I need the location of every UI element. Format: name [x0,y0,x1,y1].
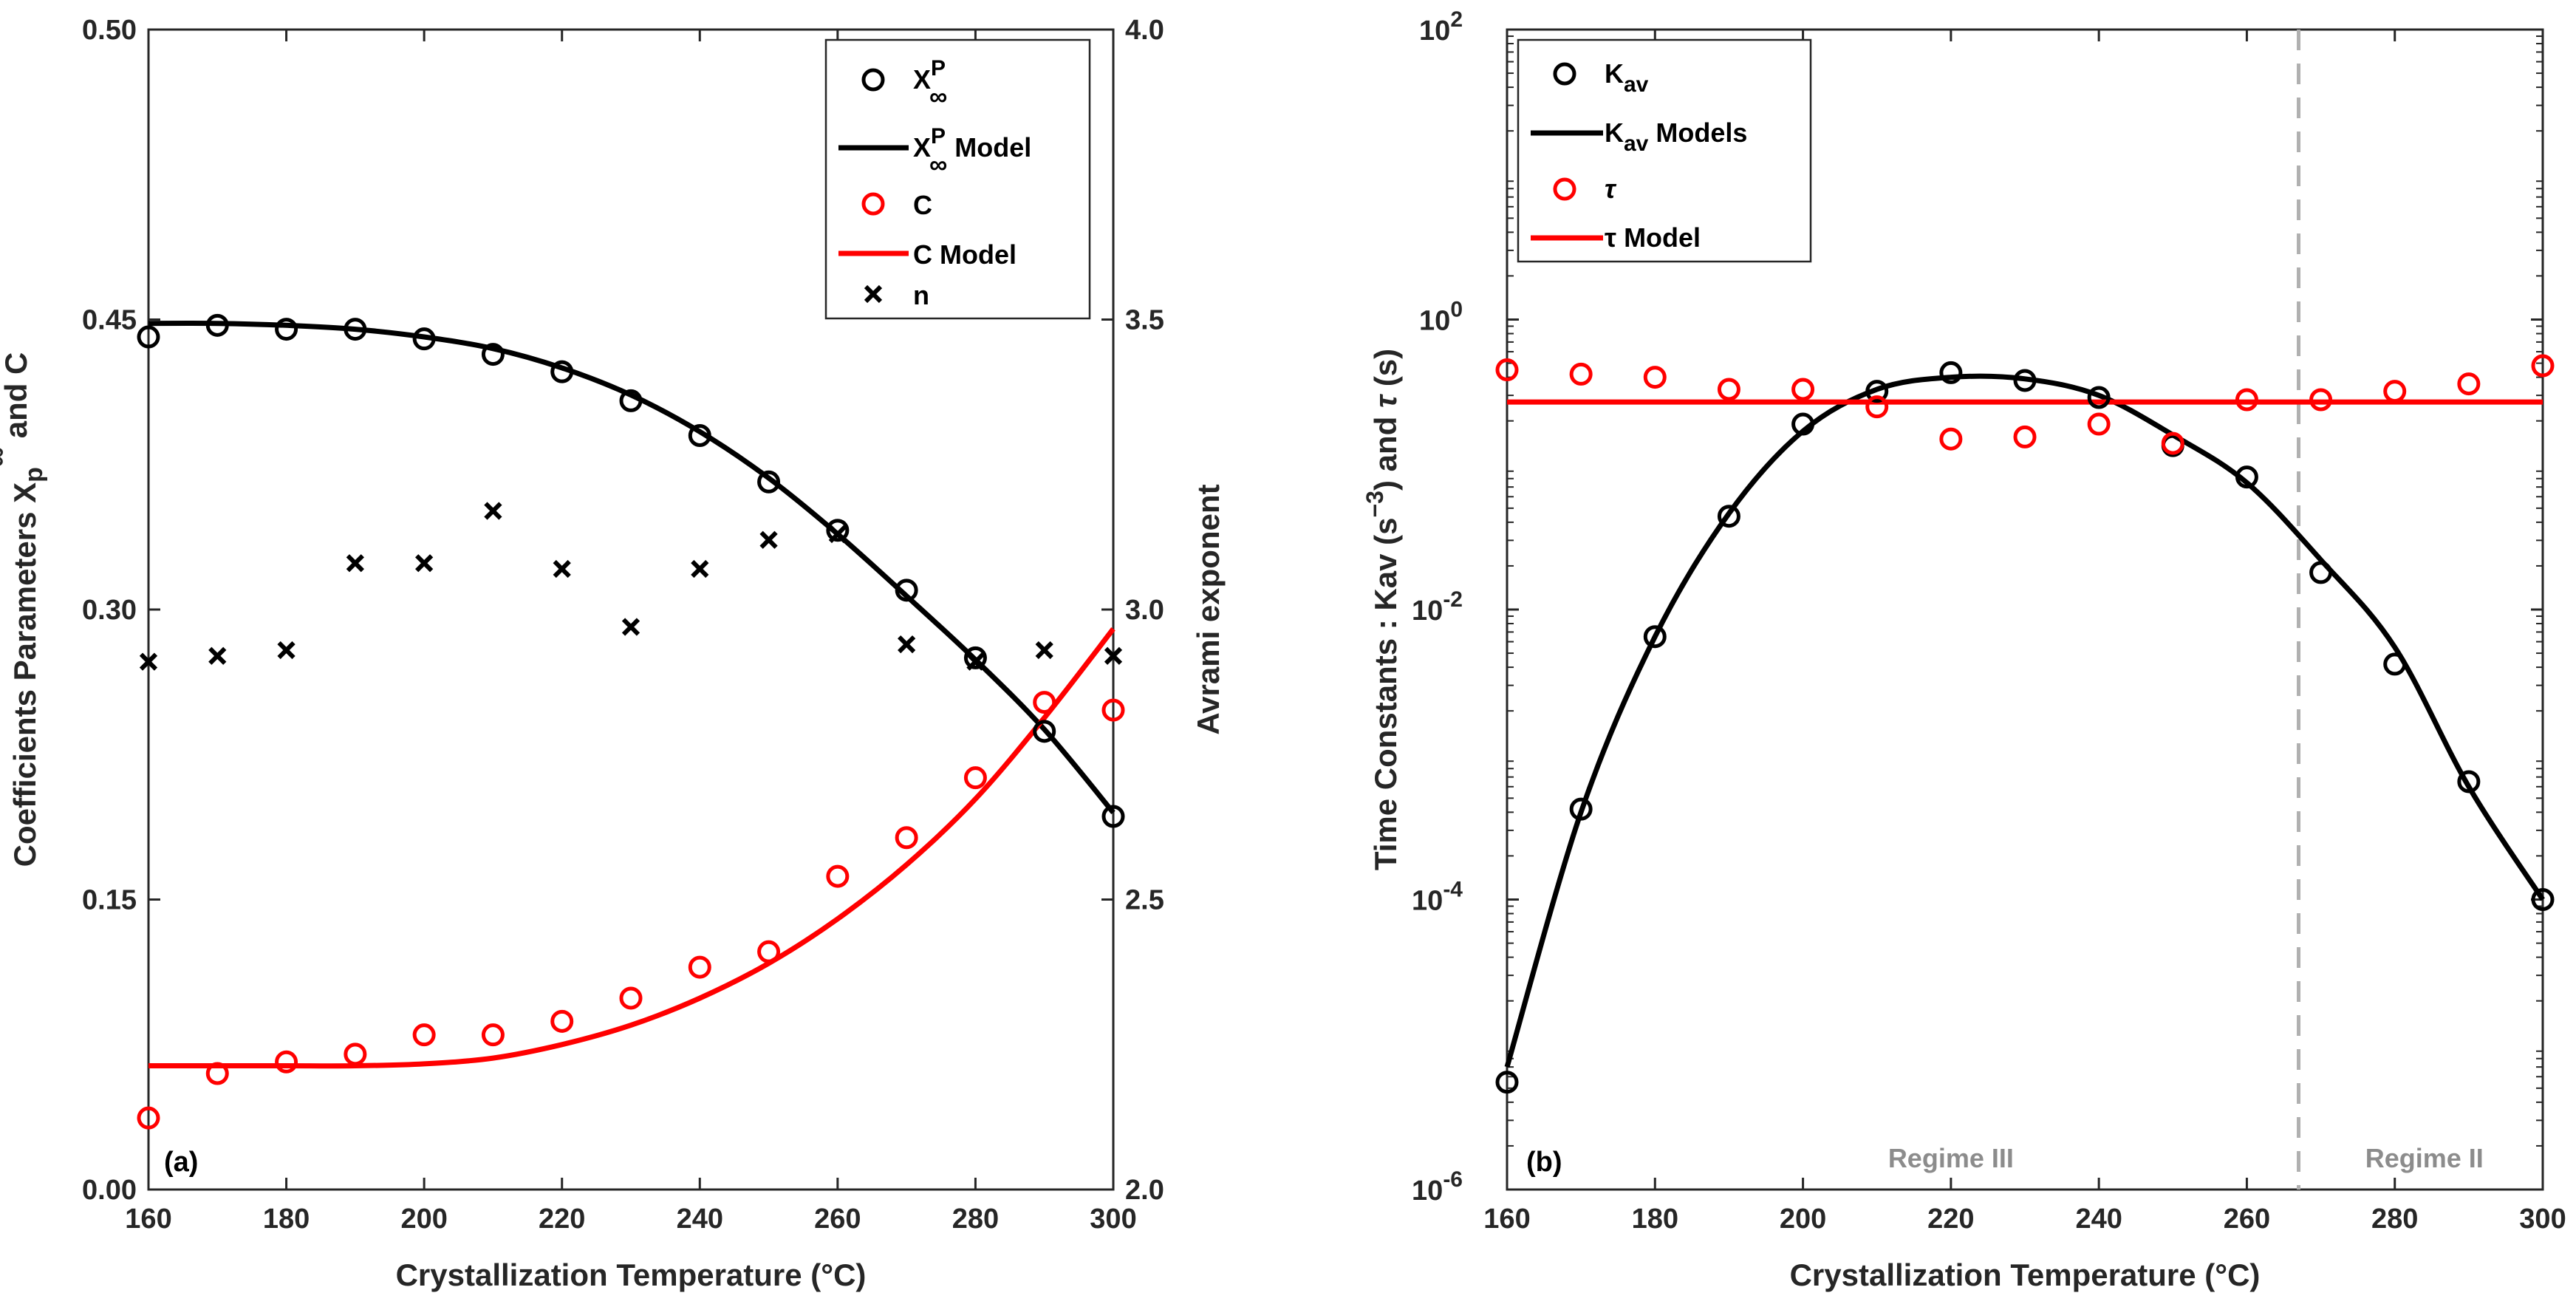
x-tick-label: 280 [2371,1204,2418,1235]
panel-a-legend: XP ∞ XP ∞ Model C C Model n [826,40,1090,318]
x-tick-label: 220 [539,1204,585,1235]
x-tick-label: 200 [1780,1204,1826,1235]
y-tick-label: 100 [1419,298,1463,337]
right-y-tick-label: 3.5 [1125,305,1164,336]
svg-text:Time Constants : Kav (s−3) and: Time Constants : Kav (s−3) and τ (s) [1362,349,1403,870]
panel-a-letter: (a) [164,1147,198,1178]
regime-ii-label: Regime II [2365,1143,2484,1173]
y-tick-label: 0.50 [82,15,137,46]
panel-a-y-axis-title: Coefficients Parameters Xp∞ and C [0,352,48,867]
x-tick-label: 280 [952,1204,999,1235]
legend-label-tau: τ [1605,174,1617,204]
x-tick-label: 160 [125,1204,171,1235]
y-tick-label: 0.15 [82,885,137,916]
panel-b: 160 180 200 220 240 260 280 300 102 100 10-2 10-4 10… [1362,7,2566,1292]
x-tick-label: 240 [2075,1204,2122,1235]
legend-label-n: n [913,280,929,310]
y-tick-label: 10-6 [1412,1167,1463,1207]
legend-label-tau-model: τ Model [1605,222,1701,253]
x-tick-label: 300 [1090,1204,1136,1235]
panel-b-x-axis-title: Crystallization Temperature (°C) [1790,1257,2261,1292]
y-tick-label: 0.45 [82,305,137,336]
regime-iii-label: Regime III [1888,1143,2014,1173]
y-tick-label: 102 [1419,7,1463,47]
right-y-tick-label: 4.0 [1125,15,1164,46]
x-tick-label: 160 [1483,1204,1530,1235]
legend-label-c: C [913,190,932,220]
y-tick-label: 0.00 [82,1175,137,1206]
x-tick-label: 180 [263,1204,310,1235]
panel-a: 160 180 200 220 240 260 280 300 0.00 0.15 0.30 0.45… [0,15,1226,1292]
legend-label-c-model: C Model [913,239,1017,270]
x-tick-label: 240 [677,1204,723,1235]
y-tick-label: 10-2 [1412,587,1463,627]
x-tick-label: 180 [1632,1204,1678,1235]
right-y-tick-label: 3.0 [1125,595,1164,626]
y-tick-label: 0.30 [82,595,137,626]
x-tick-label: 300 [2519,1204,2566,1235]
x-tick-label: 200 [400,1204,447,1235]
figure-canvas: 160 180 200 220 240 260 280 300 0.00 0.15 0.30 0.45… [0,0,2576,1307]
y-tick-label: 10-4 [1412,878,1463,917]
svg-text:Coefficients Parameters Xp∞ an: Coefficients Parameters Xp∞ and C [0,352,48,867]
x-tick-label: 220 [1927,1204,1974,1235]
x-tick-label: 260 [2224,1204,2270,1235]
panel-b-letter: (b) [1526,1147,1562,1178]
x-tick-label: 260 [814,1204,861,1235]
panel-b-y-axis-title: Time Constants : Kav (s−3) and τ (s) [1362,349,1403,870]
right-y-tick-label: 2.5 [1125,885,1164,916]
right-y-tick-label: 2.0 [1125,1175,1164,1206]
panel-a-x-axis-title: Crystallization Temperature (°C) [396,1257,867,1292]
panel-b-legend: Kav Kav Models τ τ Model [1518,40,1811,262]
panel-a-right-axis-title: Avrami exponent [1191,484,1226,734]
